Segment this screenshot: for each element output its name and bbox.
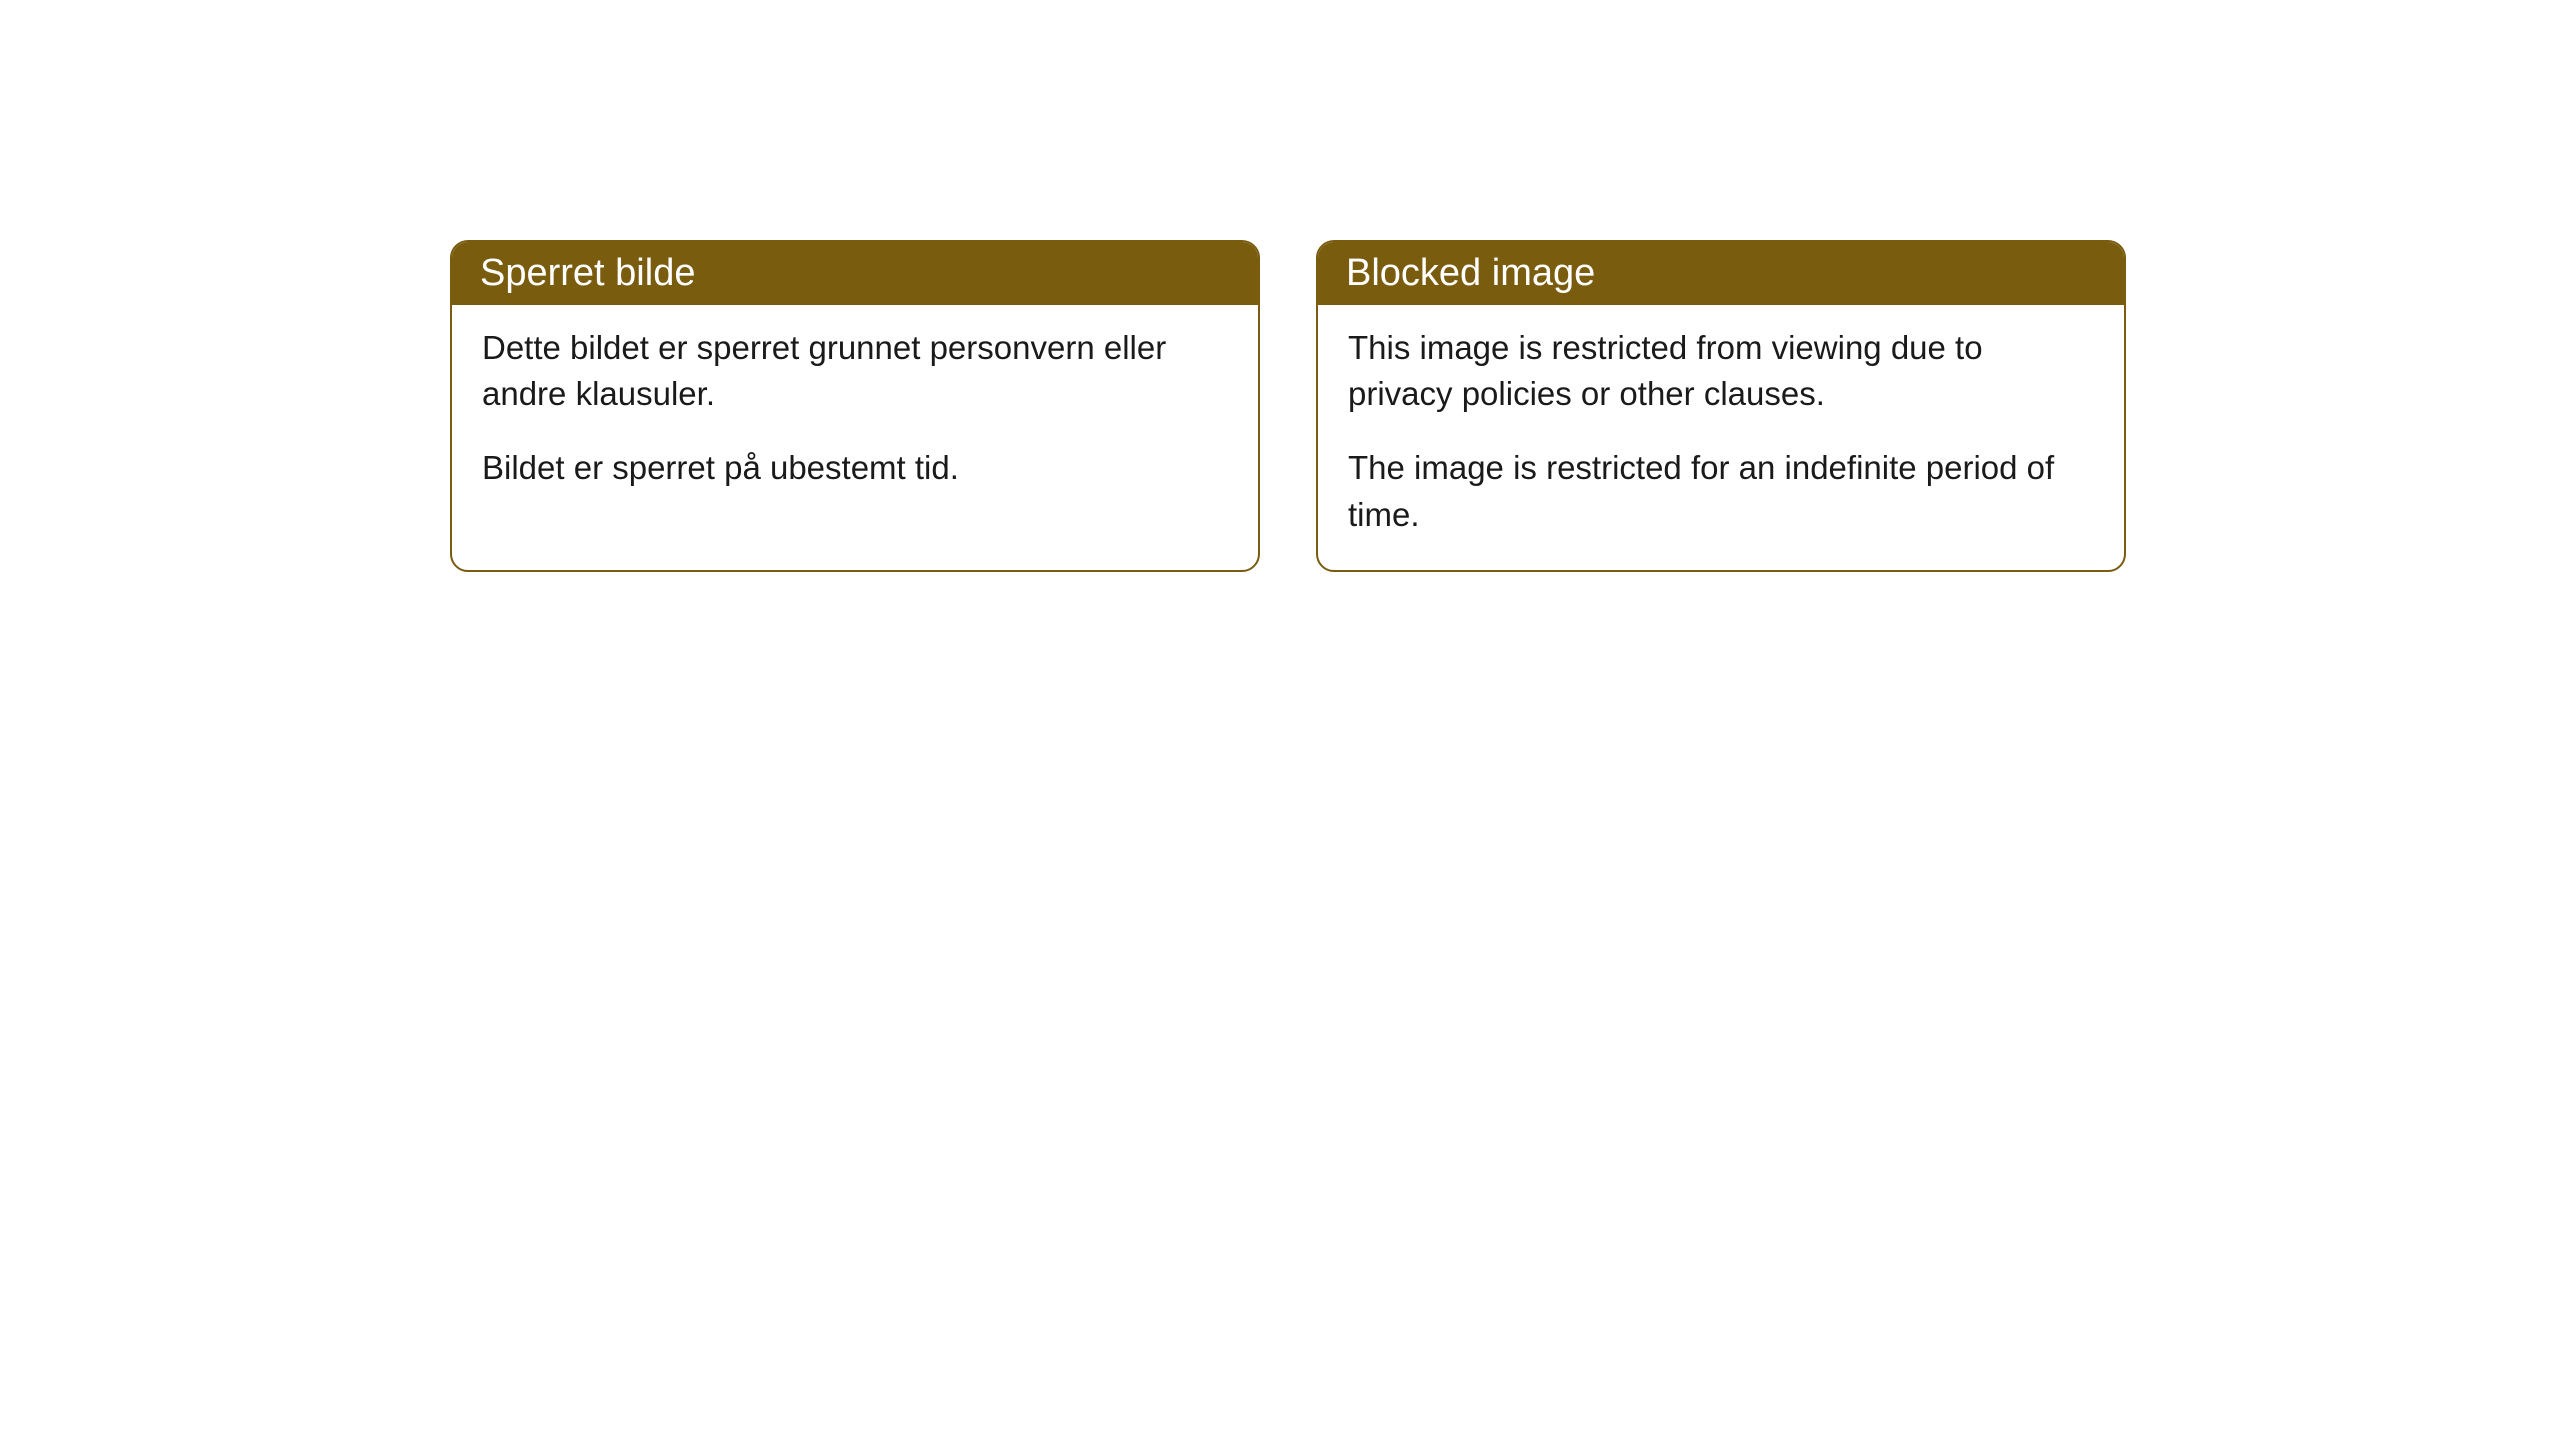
card-body: This image is restricted from viewing du… (1318, 305, 2124, 570)
notice-cards-container: Sperret bilde Dette bildet er sperret gr… (0, 0, 2560, 572)
card-paragraph: Bildet er sperret på ubestemt tid. (482, 445, 1228, 491)
card-header: Sperret bilde (452, 242, 1258, 305)
blocked-image-card-english: Blocked image This image is restricted f… (1316, 240, 2126, 572)
card-header: Blocked image (1318, 242, 2124, 305)
blocked-image-card-norwegian: Sperret bilde Dette bildet er sperret gr… (450, 240, 1260, 572)
card-paragraph: This image is restricted from viewing du… (1348, 325, 2094, 417)
card-title: Sperret bilde (480, 252, 695, 294)
card-title: Blocked image (1346, 252, 1595, 294)
card-paragraph: The image is restricted for an indefinit… (1348, 445, 2094, 537)
card-body: Dette bildet er sperret grunnet personve… (452, 305, 1258, 524)
card-paragraph: Dette bildet er sperret grunnet personve… (482, 325, 1228, 417)
